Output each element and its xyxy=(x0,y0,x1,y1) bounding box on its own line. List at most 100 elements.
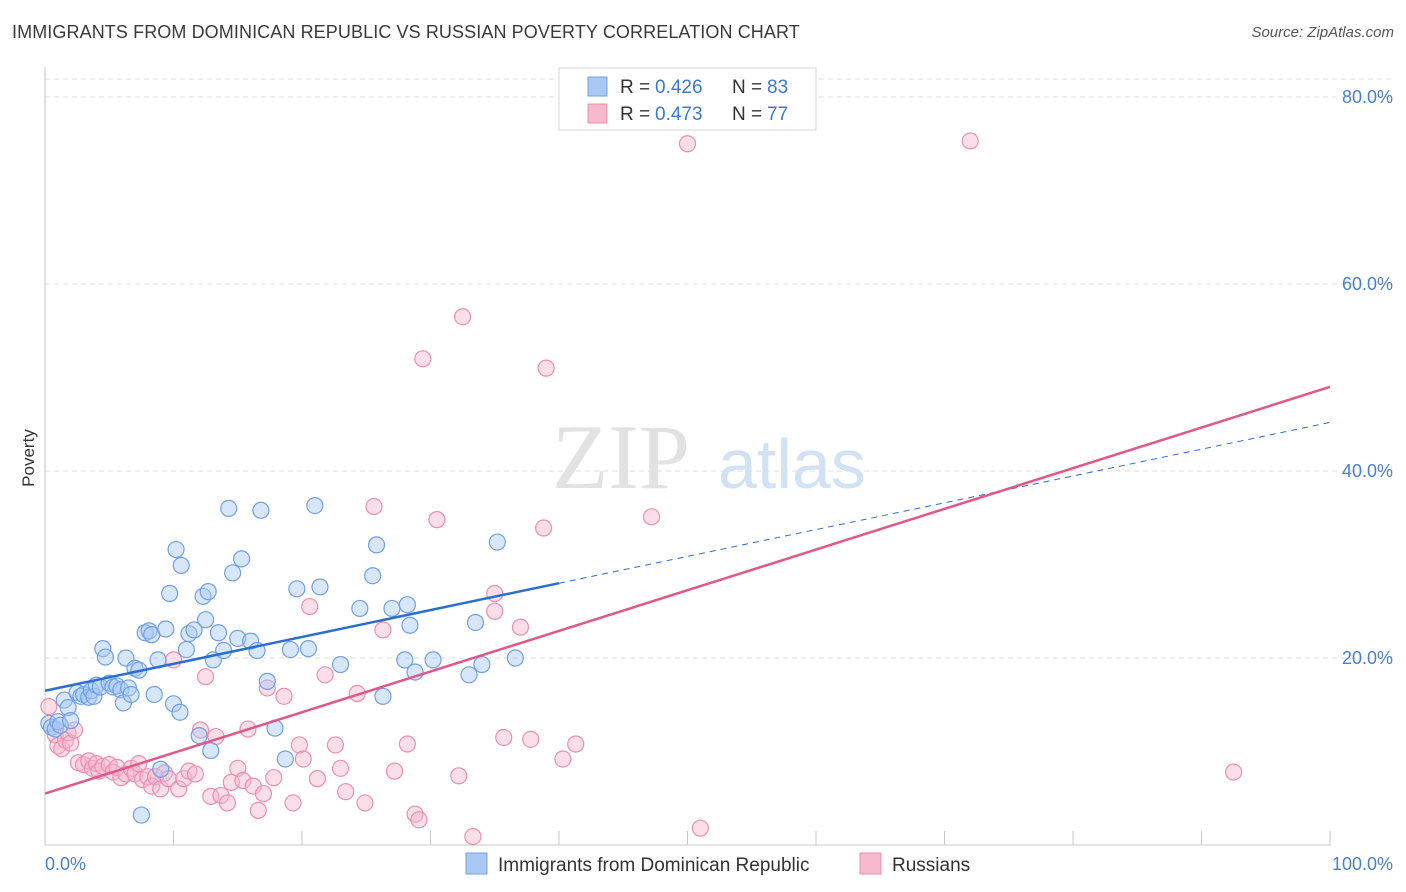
point-dominican xyxy=(171,703,189,721)
point-dominican xyxy=(383,599,401,618)
point-dominican xyxy=(209,624,228,642)
legend-swatch-blue xyxy=(587,76,608,97)
chart-title: IMMIGRANTS FROM DOMINICAN REPUBLIC VS RU… xyxy=(12,22,800,42)
point-dominican xyxy=(466,613,485,632)
y-tick-label: 80.0% xyxy=(1342,87,1393,107)
point-dominican xyxy=(351,599,369,618)
y-tick-label: 40.0% xyxy=(1342,461,1393,481)
point-dominican xyxy=(252,501,270,519)
point-russian xyxy=(495,728,513,747)
point-dominican xyxy=(473,655,491,674)
point-russian xyxy=(249,801,267,820)
point-dominican xyxy=(199,583,217,601)
point-dominican xyxy=(161,584,179,603)
legend-n-value-1: 83 xyxy=(767,77,788,98)
point-dominican xyxy=(152,760,170,778)
point-russian xyxy=(410,811,428,829)
point-dominican xyxy=(202,741,220,760)
point-russian xyxy=(414,350,432,368)
point-russian xyxy=(374,621,392,639)
point-russian xyxy=(301,597,319,616)
bottom-legend-label-2: Russians xyxy=(892,855,970,876)
y-axis-title: Poverty xyxy=(19,429,38,487)
point-russian xyxy=(534,519,553,537)
point-russian xyxy=(234,771,252,790)
trend-line-dominican xyxy=(44,581,560,692)
point-russian xyxy=(522,730,540,748)
point-dominican xyxy=(331,655,350,674)
point-russian xyxy=(961,132,979,150)
point-russian xyxy=(1225,763,1243,781)
point-dominican xyxy=(85,687,103,705)
point-dominican xyxy=(242,632,260,650)
point-dominican xyxy=(506,649,524,667)
point-russian xyxy=(642,508,661,526)
legend-n-value-2: 77 xyxy=(767,104,788,125)
point-dominican xyxy=(59,698,77,717)
bottom-legend-swatch-blue xyxy=(465,852,488,875)
point-dominican xyxy=(197,611,215,629)
x-tick-label: 100.0% xyxy=(1332,854,1393,874)
legend-n-label-2: N = xyxy=(732,104,762,125)
point-russian xyxy=(294,750,312,768)
point-russian xyxy=(554,750,572,768)
point-dominican xyxy=(258,672,276,690)
watermark-atlas: atlas xyxy=(718,425,866,503)
bottom-legend-label-1: Immigrants from Dominican Republic xyxy=(498,855,810,876)
x-tick-label: 0.0% xyxy=(45,854,86,874)
point-russian xyxy=(40,698,58,716)
y-tick-label: 60.0% xyxy=(1342,274,1393,294)
point-russian xyxy=(258,679,276,697)
point-dominican xyxy=(396,651,414,669)
legend-r-label-2: R = xyxy=(620,104,650,125)
point-russian xyxy=(567,735,585,753)
point-dominican xyxy=(172,556,190,575)
point-dominican xyxy=(288,580,306,598)
source-label: Source: ZipAtlas.com xyxy=(1251,24,1394,41)
point-dominican xyxy=(177,640,195,659)
point-dominican xyxy=(398,596,416,614)
tick-labels: 20.0% 40.0% 60.0% 80.0% 0.0% 100.0% xyxy=(45,87,1393,874)
top-legend: R = 0.426 N = 83 R = 0.473 N = 77 xyxy=(558,67,817,131)
point-russian xyxy=(691,819,709,837)
point-russian xyxy=(186,765,204,783)
point-dominican xyxy=(132,806,150,824)
watermark-zip: ZIP xyxy=(552,406,690,508)
point-dominican xyxy=(157,620,175,638)
point-dominican xyxy=(96,648,114,666)
point-russian xyxy=(53,740,71,758)
point-russian xyxy=(454,308,472,326)
axes xyxy=(44,67,1331,846)
bottom-legend: Immigrants from Dominican Republic Russi… xyxy=(465,852,970,876)
point-russian xyxy=(356,794,374,812)
grid-lines xyxy=(45,78,1393,659)
point-russian xyxy=(218,794,237,812)
point-russian xyxy=(428,511,446,529)
point-russian xyxy=(197,668,215,686)
point-dominican xyxy=(276,750,294,768)
point-dominican xyxy=(122,685,140,704)
point-russian xyxy=(284,794,302,812)
point-dominican xyxy=(374,687,392,705)
point-dominican xyxy=(306,496,324,515)
point-russian xyxy=(170,780,188,798)
point-russian xyxy=(62,734,80,752)
point-russian xyxy=(337,783,355,801)
point-dominican xyxy=(145,685,163,704)
point-russian xyxy=(191,721,210,739)
point-dominican xyxy=(215,641,233,660)
legend-r-value-1: 0.426 xyxy=(655,77,703,98)
legend-r-value-2: 0.473 xyxy=(655,104,703,125)
point-russian xyxy=(511,618,530,636)
point-dominican xyxy=(233,550,251,568)
point-dominican xyxy=(299,640,318,658)
point-dominican xyxy=(220,499,238,517)
point-dominican xyxy=(62,712,80,730)
point-russian xyxy=(275,687,293,705)
point-russian xyxy=(254,784,273,803)
point-dominican xyxy=(51,716,70,734)
point-dominican xyxy=(401,616,419,634)
legend-r-label-1: R = xyxy=(620,77,650,98)
point-dominican xyxy=(364,567,382,585)
point-russian xyxy=(486,602,504,620)
